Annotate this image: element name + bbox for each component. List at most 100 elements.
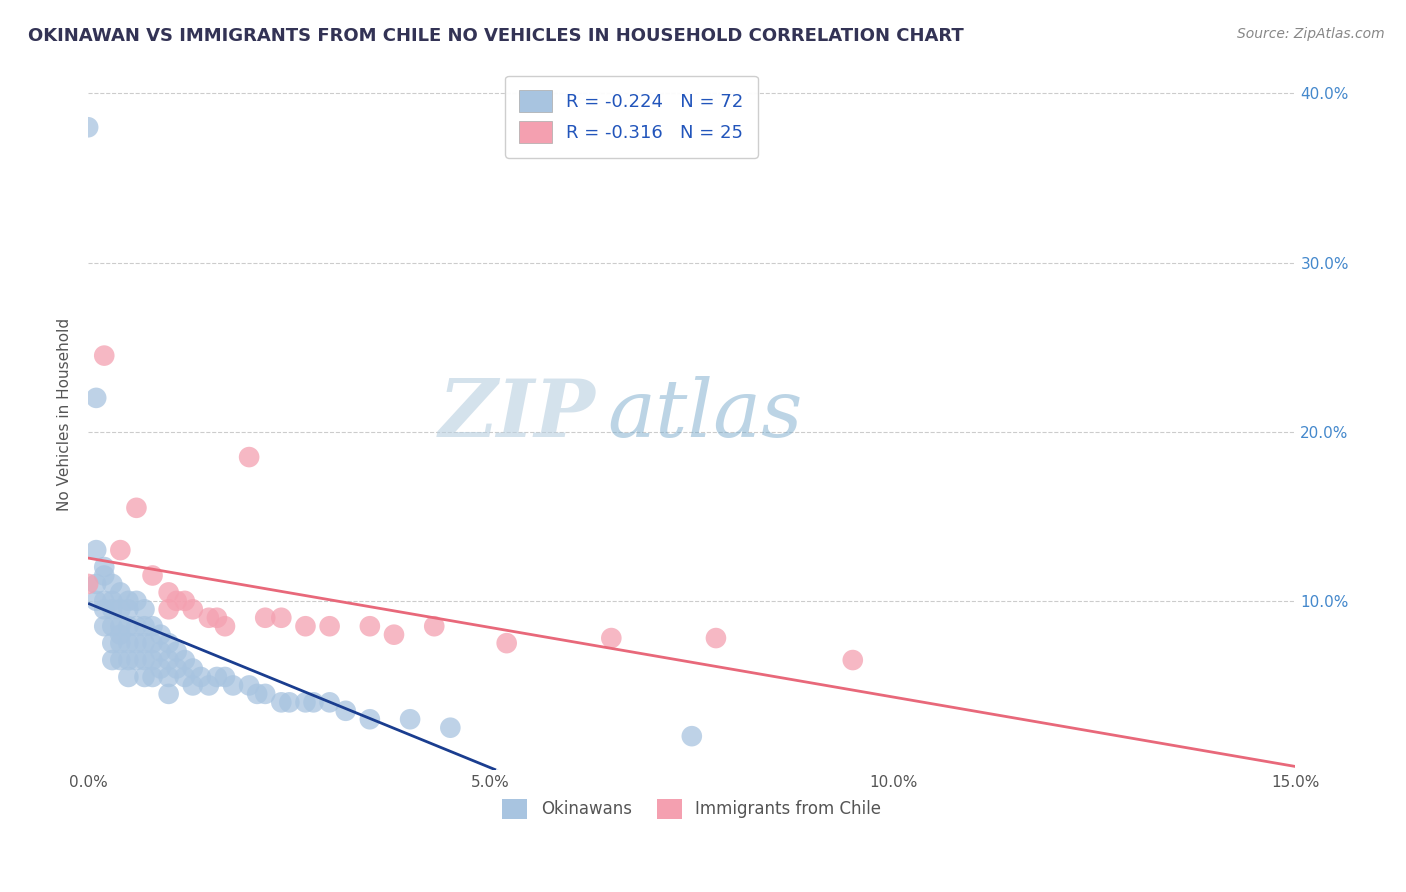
- Point: [125, 653, 148, 667]
- Point: [101, 602, 124, 616]
- Point: [270, 695, 292, 709]
- Point: [110, 543, 132, 558]
- Point: [157, 602, 180, 616]
- Point: [110, 628, 132, 642]
- Point: [254, 687, 277, 701]
- Point: [117, 636, 139, 650]
- Point: [110, 653, 132, 667]
- Point: [173, 594, 195, 608]
- Point: [198, 611, 221, 625]
- Point: [198, 678, 221, 692]
- Point: [181, 602, 204, 616]
- Point: [141, 568, 163, 582]
- Legend: Okinawans, Immigrants from Chile: Okinawans, Immigrants from Chile: [496, 792, 887, 826]
- Point: [157, 670, 180, 684]
- Point: [141, 636, 163, 650]
- Point: [93, 568, 115, 582]
- Point: [205, 670, 228, 684]
- Point: [423, 619, 446, 633]
- Point: [117, 670, 139, 684]
- Point: [93, 594, 115, 608]
- Point: [117, 619, 139, 633]
- Point: [166, 594, 188, 608]
- Point: [173, 670, 195, 684]
- Y-axis label: No Vehicles in Household: No Vehicles in Household: [58, 318, 72, 511]
- Text: OKINAWAN VS IMMIGRANTS FROM CHILE NO VEHICLES IN HOUSEHOLD CORRELATION CHART: OKINAWAN VS IMMIGRANTS FROM CHILE NO VEH…: [28, 27, 965, 45]
- Point: [359, 712, 381, 726]
- Point: [125, 594, 148, 608]
- Point: [93, 602, 115, 616]
- Point: [157, 653, 180, 667]
- Point: [181, 661, 204, 675]
- Point: [318, 619, 340, 633]
- Point: [254, 611, 277, 625]
- Point: [399, 712, 422, 726]
- Point: [141, 653, 163, 667]
- Point: [270, 611, 292, 625]
- Point: [93, 349, 115, 363]
- Point: [246, 687, 269, 701]
- Point: [125, 500, 148, 515]
- Point: [439, 721, 461, 735]
- Point: [110, 602, 132, 616]
- Point: [134, 602, 156, 616]
- Point: [190, 670, 212, 684]
- Point: [157, 636, 180, 650]
- Point: [84, 577, 107, 591]
- Point: [335, 704, 357, 718]
- Point: [157, 687, 180, 701]
- Point: [214, 619, 236, 633]
- Point: [93, 619, 115, 633]
- Point: [382, 628, 405, 642]
- Point: [214, 670, 236, 684]
- Point: [302, 695, 325, 709]
- Point: [84, 594, 107, 608]
- Point: [141, 670, 163, 684]
- Point: [110, 619, 132, 633]
- Point: [125, 619, 148, 633]
- Point: [134, 636, 156, 650]
- Point: [117, 594, 139, 608]
- Point: [495, 636, 517, 650]
- Point: [141, 619, 163, 633]
- Point: [84, 391, 107, 405]
- Point: [110, 585, 132, 599]
- Point: [600, 631, 623, 645]
- Point: [166, 644, 188, 658]
- Point: [842, 653, 865, 667]
- Point: [117, 653, 139, 667]
- Point: [278, 695, 301, 709]
- Point: [125, 636, 148, 650]
- Point: [222, 678, 245, 692]
- Point: [101, 577, 124, 591]
- Point: [704, 631, 727, 645]
- Point: [149, 644, 172, 658]
- Point: [166, 661, 188, 675]
- Point: [294, 619, 316, 633]
- Point: [318, 695, 340, 709]
- Point: [157, 585, 180, 599]
- Text: ZIP: ZIP: [439, 376, 595, 453]
- Point: [93, 560, 115, 574]
- Point: [359, 619, 381, 633]
- Point: [101, 594, 124, 608]
- Point: [77, 577, 100, 591]
- Point: [681, 729, 703, 743]
- Text: Source: ZipAtlas.com: Source: ZipAtlas.com: [1237, 27, 1385, 41]
- Point: [149, 628, 172, 642]
- Point: [205, 611, 228, 625]
- Point: [117, 602, 139, 616]
- Point: [134, 653, 156, 667]
- Point: [101, 619, 124, 633]
- Point: [238, 678, 260, 692]
- Text: atlas: atlas: [607, 376, 803, 453]
- Point: [181, 678, 204, 692]
- Point: [101, 653, 124, 667]
- Point: [110, 636, 132, 650]
- Point: [84, 543, 107, 558]
- Point: [294, 695, 316, 709]
- Point: [101, 636, 124, 650]
- Point: [77, 120, 100, 135]
- Point: [238, 450, 260, 464]
- Point: [134, 670, 156, 684]
